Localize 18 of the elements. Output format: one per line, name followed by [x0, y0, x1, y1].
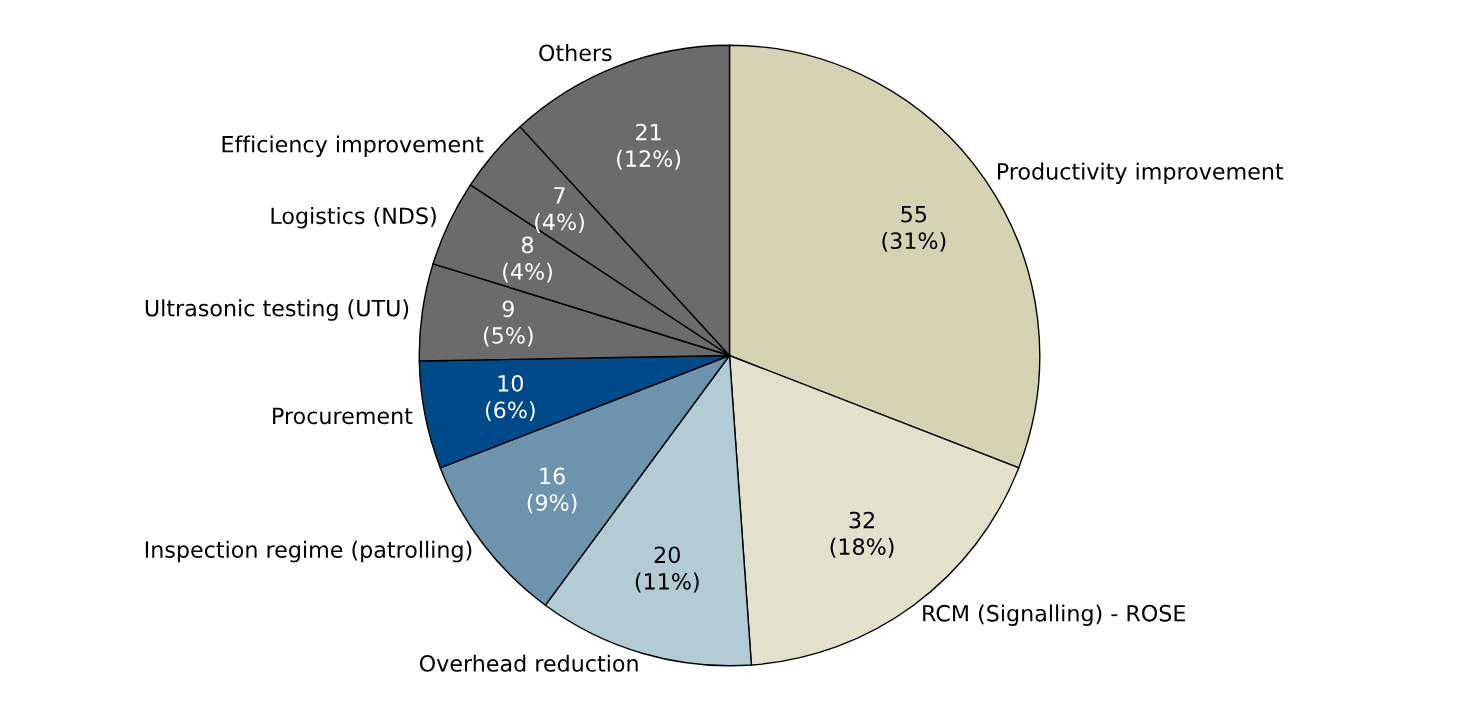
data-label: 21 (12%): [617, 123, 681, 170]
data-label: 10 (6%): [485, 374, 535, 421]
slice-label: Others: [539, 43, 612, 62]
slice-label: Procurement: [273, 407, 413, 425]
data-label: 20 (11%): [635, 546, 699, 593]
data-label: 16 (9%): [527, 467, 577, 514]
data-label: 32 (18%): [830, 511, 894, 558]
slice-label: Overhead reduction: [419, 654, 638, 672]
data-label: 9 (5%): [483, 300, 533, 347]
data-label: 7 (4%): [535, 187, 584, 233]
slice-label: Inspection regime (patrolling): [145, 540, 472, 563]
slice-label: RCM (Signalling) - ROSE: [923, 604, 1186, 626]
slice-label: Logistics (NDS): [271, 206, 436, 229]
slice-label: Productivity improvement: [997, 162, 1284, 185]
data-label: 8 (4%): [503, 236, 552, 283]
slice-label: Ultrasonic testing (UTU): [145, 299, 409, 321]
data-label: 55 (31%): [882, 206, 946, 252]
slice-label: Efficiency improvement: [222, 135, 484, 157]
